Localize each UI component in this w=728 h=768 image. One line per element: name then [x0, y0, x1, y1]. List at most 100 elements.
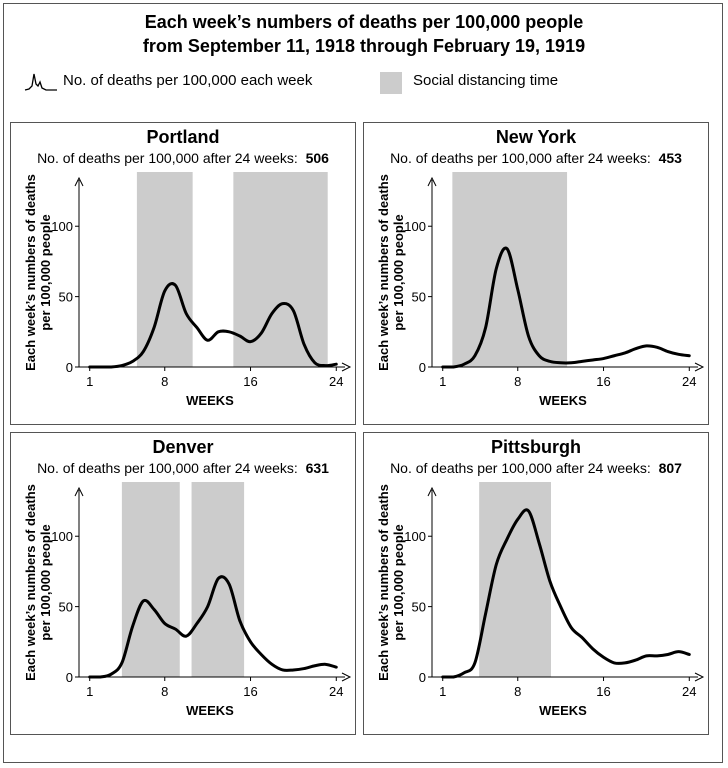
data-point: [292, 309, 294, 311]
data-point: [442, 676, 444, 678]
x-tick-label: 8: [161, 374, 168, 389]
data-point: [484, 612, 486, 614]
data-point: [131, 625, 133, 627]
deaths-series-line: [441, 246, 691, 369]
data-point: [314, 665, 316, 667]
data-point: [174, 284, 176, 286]
social-distancing-band: [136, 172, 193, 367]
y-tick-label: 100: [51, 529, 73, 544]
y-axis-label-line-2: per 100,000 people: [391, 214, 406, 330]
data-point: [99, 366, 101, 368]
y-tick-label: 50: [59, 290, 73, 305]
data-point: [495, 563, 497, 565]
data-point: [570, 362, 572, 364]
data-point: [249, 641, 251, 643]
x-tick-label: 1: [86, 374, 93, 389]
social-distancing-band: [479, 482, 551, 677]
data-point: [570, 627, 572, 629]
legend-shade-label: Social distancing time: [413, 72, 559, 89]
subtitle-value: 453: [658, 150, 682, 166]
data-point: [634, 659, 636, 661]
data-point: [206, 605, 208, 607]
data-point: [559, 605, 561, 607]
data-point: [164, 622, 166, 624]
x-tick-label: 1: [86, 684, 93, 699]
chart-panel-denver: Denver No. of deaths per 100,000 after 2…: [10, 432, 356, 735]
data-point: [463, 672, 465, 674]
data-point: [613, 662, 615, 664]
legend-line-label: No. of deaths per 100,000 each week: [63, 72, 313, 89]
x-tick-label: 8: [514, 374, 521, 389]
x-tick-label: 1: [439, 374, 446, 389]
data-point: [121, 364, 123, 366]
data-point: [174, 628, 176, 630]
data-point: [324, 663, 326, 665]
data-point: [121, 662, 123, 664]
y-axis-arrow: [74, 486, 84, 497]
data-point: [185, 312, 187, 314]
y-tick-label: 50: [59, 600, 73, 615]
x-tick-label: 1: [439, 684, 446, 699]
data-point: [303, 343, 305, 345]
data-point: [131, 360, 133, 362]
data-point: [688, 355, 690, 357]
x-axis-label: WEEKS: [186, 703, 234, 718]
data-point: [688, 653, 690, 655]
data-point: [260, 332, 262, 334]
data-point: [527, 335, 529, 337]
data-point: [645, 655, 647, 657]
x-axis-arrow: [694, 672, 705, 682]
data-point: [217, 331, 219, 333]
data-point: [239, 619, 241, 621]
panel-title: New York: [495, 127, 577, 147]
y-axis-arrow: [74, 176, 84, 187]
data-point: [656, 655, 658, 657]
data-point: [581, 636, 583, 638]
plot-area: 0 50 100 1 8 16 24 WEEKS Each week’s numbers of …: [23, 482, 352, 718]
plot-area: 0 50 100 1 8 16 24 WEEKS Each week’s numbers of …: [376, 482, 705, 718]
legend-line-icon: [24, 73, 57, 91]
data-point: [613, 355, 615, 357]
data-point: [281, 669, 283, 671]
panel-title: Portland: [146, 127, 220, 147]
data-point: [538, 542, 540, 544]
data-point: [484, 326, 486, 328]
data-point: [517, 518, 519, 520]
y-axis-label-line-1: Each week’s numbers of deaths: [376, 484, 391, 681]
panel-subtitle: No. of deaths per 100,000 after 24 weeks…: [364, 459, 708, 477]
data-point: [549, 360, 551, 362]
y-tick-label: 0: [66, 670, 73, 685]
data-point: [667, 653, 669, 655]
x-tick-label: 8: [514, 684, 521, 699]
data-point: [452, 676, 454, 678]
data-point: [185, 635, 187, 637]
y-axis-arrow: [427, 176, 437, 187]
data-point: [142, 350, 144, 352]
data-point: [110, 673, 112, 675]
x-tick-label: 16: [243, 684, 257, 699]
data-point: [592, 359, 594, 361]
data-point: [89, 676, 91, 678]
x-tick-label: 16: [596, 684, 610, 699]
subtitle-value: 807: [658, 460, 682, 476]
data-point: [506, 538, 508, 540]
data-point: [239, 335, 241, 337]
deaths-series-line: [88, 575, 338, 679]
data-point: [89, 366, 91, 368]
data-point: [271, 312, 273, 314]
data-point: [624, 352, 626, 354]
data-point: [442, 366, 444, 368]
data-point: [667, 350, 669, 352]
data-point: [677, 650, 679, 652]
x-tick-label: 24: [329, 684, 343, 699]
y-tick-label: 50: [412, 600, 426, 615]
data-point: [260, 653, 262, 655]
x-axis-label: WEEKS: [539, 393, 587, 408]
data-point: [527, 510, 529, 512]
data-point: [99, 676, 101, 678]
social-distancing-band: [233, 172, 328, 367]
data-point: [292, 669, 294, 671]
data-point: [303, 667, 305, 669]
data-point: [538, 355, 540, 357]
chart-panel-new-york: New York No. of deaths per 100,000 after…: [363, 122, 709, 425]
